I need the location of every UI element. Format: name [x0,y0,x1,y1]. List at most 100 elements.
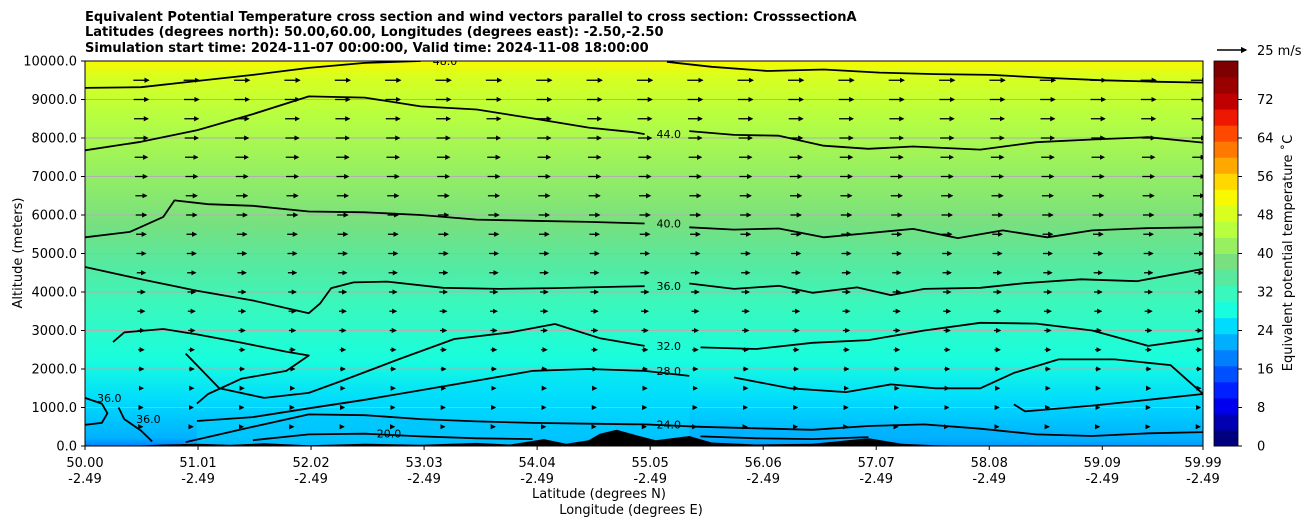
colorbar-segment [1214,221,1238,238]
x-tick-label-lat: 56.06 [745,456,782,471]
x-tick-label-lat: 53.03 [405,456,442,471]
contour-label: 32.0 [657,340,682,353]
x-tick-label-lon: -2.49 [294,472,328,487]
colorbar-tick-label: 32 [1257,286,1274,301]
x-tick-label-lat: 59.09 [1084,456,1121,471]
x-axis-label-latitude: Latitude (degrees N) [532,487,666,502]
colorbar-tick-label: 48 [1257,209,1274,224]
colorbar-segment [1214,413,1238,431]
x-tick-label-lat: 59.99 [1184,456,1221,471]
contour-line [689,268,1203,296]
colorbar-ticks: 0 8 16 24 32 40 48 56 64 72 [1238,93,1274,455]
y-tick-label: 2000.0 [32,363,78,378]
y-tick-label: 5000.0 [32,247,78,262]
x-tick-label-lon: -2.49 [972,472,1006,487]
x-axis-label-longitude: Longitude (degrees E) [559,503,703,518]
contour-line [700,435,869,440]
colorbar-tick-label: 64 [1257,132,1274,147]
contour-line [733,358,1203,413]
contour-label: 36.0 [97,392,122,405]
colorbar-segment [1214,141,1238,158]
colorbar-label: Equivalent potential temperature ˚C [1280,135,1296,371]
colorbar-tick-label: 0 [1257,440,1265,455]
x-tick-label-lon: -2.49 [520,472,554,487]
quiver-key: 25 m/s [1217,44,1302,59]
y-tick-label: 4000.0 [32,286,78,301]
colorbar-segment [1214,429,1238,447]
plot-area: 48.0 44.0 40.0 36.0 32.0 28.0 24.0 20.0 36.0 36.0 [85,55,1203,446]
x-tick-label-lat: 50.00 [66,456,103,471]
colorbar-tick-label: 24 [1257,324,1274,339]
colorbar-segment [1214,173,1238,190]
colorbar-segment [1214,61,1238,78]
y-tick-label: 8000.0 [32,132,78,147]
colorbar-segment [1214,253,1238,271]
terrain-silhouette [129,429,981,446]
colorbar-segment [1214,93,1238,110]
contour-label: 36.0 [657,280,682,293]
colorbar-segment [1214,109,1238,126]
x-axis: 50.00-2.4951.01-2.4952.02-2.4953.03-2.49… [66,446,1222,487]
contour-line [112,328,310,405]
x-tick-label-lon: -2.49 [181,472,215,487]
contour-line [700,321,1203,350]
contour-line [85,266,645,315]
x-tick-label-lon: -2.49 [1085,472,1119,487]
colorbar-segment [1214,269,1238,287]
chart-title-line-3: Simulation start time: 2024-11-07 00:00:… [85,41,649,56]
contour-line [85,95,645,152]
contour-line [117,407,153,443]
x-tick-label-lon: -2.49 [68,472,102,487]
y-axis-label: Altitude (meters) [11,198,26,309]
colorbar-segment [1214,301,1238,319]
colorbar-segment [1214,285,1238,303]
contour-line [666,61,1203,84]
y-tick-label: 1000.0 [32,401,78,416]
x-tick-label-lon: -2.49 [633,472,667,487]
colorbar-tick-label: 72 [1257,93,1274,108]
colorbar-segment [1214,333,1238,351]
contour-label: 40.0 [657,217,682,230]
contour-label: 44.0 [657,128,682,141]
x-tick-label-lat: 51.01 [179,456,216,471]
colorbar-tick-label: 40 [1257,247,1274,262]
theta-contours: 48.0 44.0 40.0 36.0 32.0 28.0 24.0 20.0 36.0 36.0 [85,55,1203,443]
colorbar-tick-label: 8 [1257,401,1265,416]
contour-line [185,323,645,399]
x-tick-label-lat: 52.02 [292,456,329,471]
x-tick-label-lat: 57.07 [858,456,895,471]
colorbar-segment [1214,77,1238,94]
colorbar-segment [1214,317,1238,335]
quiver-key-label: 25 m/s [1257,44,1302,59]
y-tick-label: 6000.0 [32,209,78,224]
colorbar-segment [1214,125,1238,142]
colorbar-segment [1214,381,1238,399]
colorbar-tick-label: 16 [1257,363,1274,378]
x-tick-label-lon: -2.49 [859,472,893,487]
colorbar-segment [1214,397,1238,415]
contour-label: 36.0 [136,413,161,426]
x-tick-label-lon: -2.49 [1186,472,1220,487]
y-tick-label: 0.0 [56,440,77,455]
contour-line [85,61,421,89]
contour-line [252,432,533,442]
y-tick-label: 3000.0 [32,324,78,339]
contour-line [689,130,1203,151]
colorbar-segment [1214,237,1238,254]
colorbar-segment [1214,189,1238,206]
colorbar-tick-label: 56 [1257,170,1274,185]
x-tick-label-lon: -2.49 [407,472,441,487]
colorbar-segment [1214,365,1238,383]
contour-label: 20.0 [377,428,402,441]
x-tick-label-lat: 55.05 [632,456,669,471]
x-tick-label-lat: 54.04 [519,456,556,471]
contour-label: 48.0 [433,55,458,68]
x-tick-label-lon: -2.49 [746,472,780,487]
y-axis: 0.0 1000.0 2000.0 3000.0 4000.0 5000.0 6000.0 7… [23,55,85,455]
contour-line [85,199,645,239]
y-tick-label: 7000.0 [32,170,78,185]
colorbar [1214,61,1238,447]
contour-line [196,368,690,422]
y-tick-label: 9000.0 [32,93,78,108]
